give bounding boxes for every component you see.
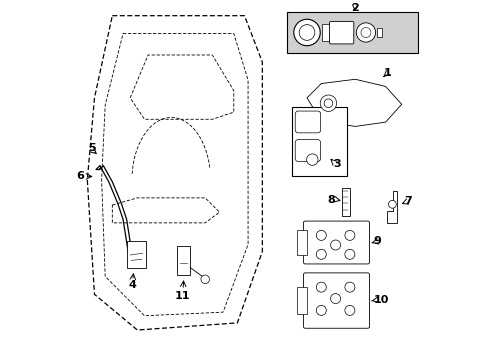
FancyBboxPatch shape: [295, 111, 320, 133]
FancyBboxPatch shape: [295, 140, 320, 161]
Text: 9: 9: [373, 237, 381, 247]
FancyBboxPatch shape: [303, 221, 369, 264]
Bar: [176, 246, 190, 275]
Bar: [322, 24, 329, 41]
Text: 5: 5: [88, 143, 95, 153]
Bar: [297, 287, 307, 314]
Text: 1: 1: [383, 68, 390, 78]
Polygon shape: [306, 79, 401, 126]
Text: 3: 3: [332, 159, 340, 169]
Text: 11: 11: [174, 291, 189, 301]
Circle shape: [344, 249, 354, 259]
Circle shape: [330, 294, 340, 303]
Bar: [377, 28, 381, 37]
Bar: [341, 188, 349, 216]
Circle shape: [320, 95, 336, 112]
Polygon shape: [386, 192, 397, 223]
Circle shape: [306, 154, 317, 165]
Circle shape: [201, 275, 209, 284]
Circle shape: [330, 240, 340, 250]
Text: 6: 6: [76, 171, 84, 181]
Circle shape: [356, 23, 375, 42]
Text: 2: 2: [351, 3, 358, 13]
Bar: [297, 230, 307, 255]
Circle shape: [316, 282, 325, 292]
FancyBboxPatch shape: [303, 273, 369, 328]
Circle shape: [316, 305, 325, 315]
Circle shape: [360, 27, 370, 37]
Circle shape: [324, 99, 332, 108]
Circle shape: [316, 230, 325, 240]
Text: 10: 10: [373, 295, 388, 305]
Text: 7: 7: [404, 197, 411, 206]
Circle shape: [344, 282, 354, 292]
FancyBboxPatch shape: [329, 21, 353, 44]
Circle shape: [293, 19, 320, 46]
Bar: [126, 241, 146, 267]
Circle shape: [387, 201, 395, 208]
Circle shape: [344, 230, 354, 240]
Bar: [291, 107, 346, 176]
Bar: [287, 12, 417, 53]
Text: 8: 8: [327, 195, 335, 204]
Circle shape: [316, 249, 325, 259]
Text: 4: 4: [128, 280, 136, 291]
Circle shape: [299, 24, 314, 40]
Circle shape: [344, 305, 354, 315]
